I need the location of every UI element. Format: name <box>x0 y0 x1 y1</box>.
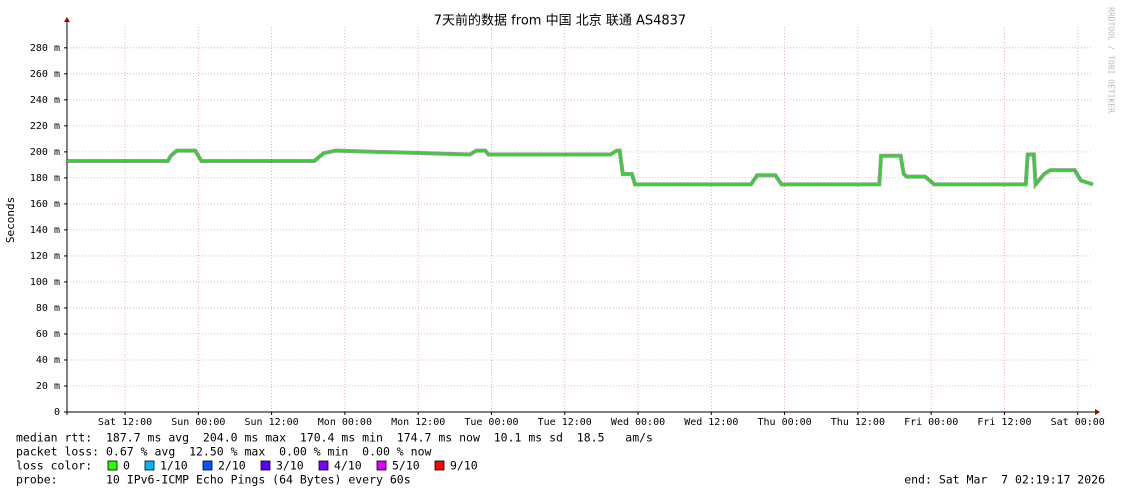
x-tick-label: Fri 00:00 <box>904 417 958 428</box>
y-axis-label: Seconds <box>4 197 17 243</box>
y-tick-label: 100 m <box>30 277 60 288</box>
legend-swatch <box>434 460 445 471</box>
legend-swatch <box>376 460 387 471</box>
legend-label: 9/10 <box>450 459 478 473</box>
x-tick-label: Mon 00:00 <box>318 417 372 428</box>
y-tick-label: 40 m <box>36 355 60 366</box>
y-tick-label: 80 m <box>36 303 60 314</box>
x-tick-label: Mon 12:00 <box>391 417 445 428</box>
y-tick-label: 20 m <box>36 381 60 392</box>
y-tick-label: 280 m <box>30 43 60 54</box>
legend-label: 3/10 <box>276 459 304 473</box>
y-tick-label: 140 m <box>30 225 60 236</box>
probe: probe: 10 IPv6-ICMP Echo Pings (64 Bytes… <box>16 473 411 487</box>
legend-swatch <box>318 460 329 471</box>
axis-arrow <box>64 17 70 22</box>
legend-label: 1/10 <box>160 459 188 473</box>
x-tick-label: Wed 12:00 <box>684 417 738 428</box>
x-tick-label: Thu 00:00 <box>757 417 811 428</box>
legend-label: 5/10 <box>392 459 420 473</box>
x-tick-label: Thu 12:00 <box>831 417 885 428</box>
x-tick-label: Sun 12:00 <box>244 417 298 428</box>
legend-swatch <box>144 460 155 471</box>
y-tick-label: 160 m <box>30 199 60 210</box>
x-tick-label: Tue 00:00 <box>464 417 518 428</box>
legend-swatch <box>202 460 213 471</box>
x-tick-label: Wed 00:00 <box>611 417 665 428</box>
x-tick-label: Tue 12:00 <box>538 417 592 428</box>
y-tick-label: 220 m <box>30 121 60 132</box>
y-tick-label: 240 m <box>30 95 60 106</box>
legend-label: 2/10 <box>218 459 246 473</box>
legend-swatch <box>260 460 271 471</box>
x-tick-label: Sat 12:00 <box>98 417 152 428</box>
y-tick-label: 200 m <box>30 147 60 158</box>
loss-color-label: loss color: <box>16 459 92 473</box>
median-line <box>67 149 1094 188</box>
legend-label: 0 <box>123 459 130 473</box>
y-tick-label: 180 m <box>30 173 60 184</box>
y-tick-label: 120 m <box>30 251 60 262</box>
legend-swatch <box>107 460 118 471</box>
watermark: RRDTOOL / TOBI OETIKER <box>1107 7 1116 113</box>
stats-loss: packet loss: 0.67 % avg 12.50 % max 0.00… <box>16 445 431 459</box>
y-tick-label: 0 <box>54 407 60 418</box>
y-tick-label: 260 m <box>30 69 60 80</box>
stats-median: median rtt: 187.7 ms avg 204.0 ms max 17… <box>16 431 653 445</box>
axis-arrow <box>1095 409 1100 415</box>
x-tick-label: Fri 12:00 <box>977 417 1031 428</box>
x-tick-label: Sun 00:00 <box>171 417 225 428</box>
end-time: end: Sat Mar 7 02:19:17 2026 <box>904 473 1105 487</box>
y-tick-label: 60 m <box>36 329 60 340</box>
legend-label: 4/10 <box>334 459 362 473</box>
x-tick-label: Sat 00:00 <box>1051 417 1105 428</box>
chart-title: 7天前的数据 from 中国 北京 联通 AS4837 <box>434 13 686 29</box>
